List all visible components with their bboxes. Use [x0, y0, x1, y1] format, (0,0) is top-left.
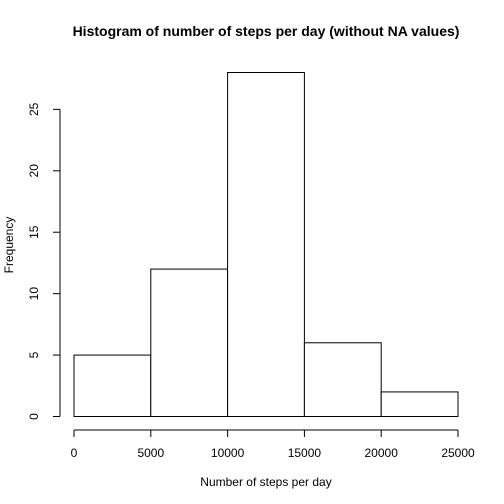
x-tick-label: 0	[71, 446, 78, 460]
x-ticks: 0 5000 10000 15000 20000 25000	[71, 430, 475, 460]
x-tick-label: 5000	[137, 446, 164, 460]
x-tick-label: 15000	[288, 446, 322, 460]
x-tick-label: 10000	[211, 446, 245, 460]
histogram-bar-0	[73, 354, 152, 418]
bars-group	[73, 72, 459, 418]
y-tick-label: 10	[27, 287, 41, 301]
histogram-bar-1	[150, 268, 229, 418]
y-tick-label: 15	[27, 225, 41, 239]
x-tick-label: 20000	[365, 446, 399, 460]
histogram-bar-2	[227, 72, 305, 417]
y-ticks: 0 5 10 15 20 25	[27, 102, 60, 420]
y-tick-label: 20	[27, 164, 41, 178]
x-tick-label: 25000	[441, 446, 475, 460]
x-axis-label: Number of steps per day	[200, 475, 331, 489]
histogram-bar-4	[380, 391, 459, 417]
histogram-bar-3	[303, 342, 382, 417]
y-axis: 0 5 10 15 20 25	[27, 102, 61, 420]
x-axis: 0 5000 10000 15000 20000 25000	[71, 429, 475, 460]
y-tick-label: 5	[27, 351, 41, 358]
chart-title: Histogram of number of steps per day (wi…	[73, 23, 460, 39]
y-tick-label: 0	[27, 413, 41, 420]
y-tick-label: 25	[27, 102, 41, 116]
y-axis-label: Frequency	[2, 217, 16, 274]
